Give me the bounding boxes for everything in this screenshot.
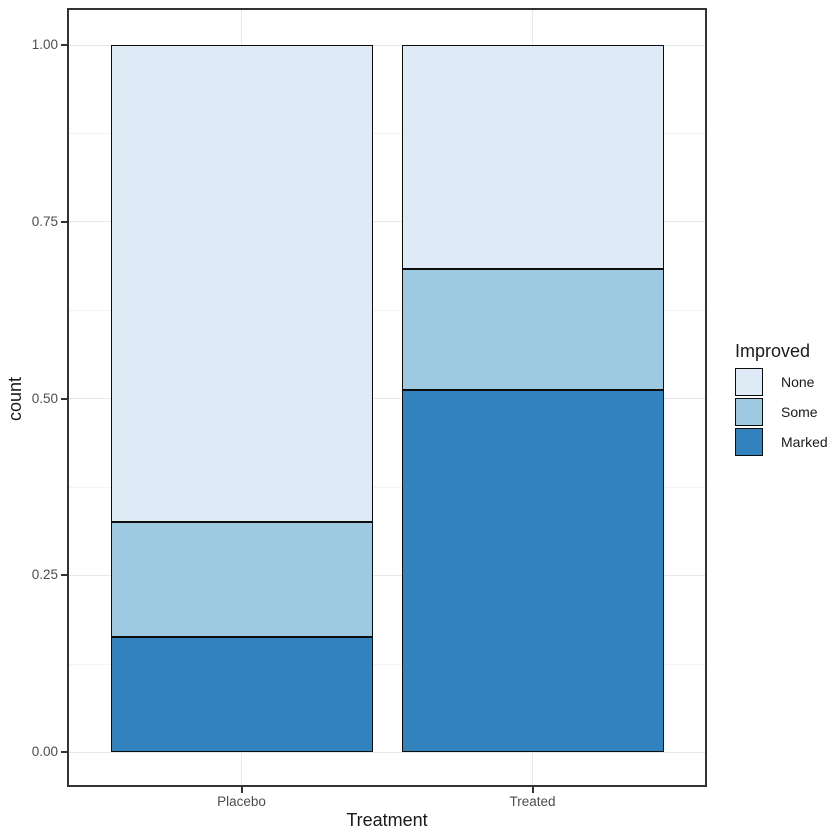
legend-title: Improved (735, 341, 811, 361)
x-tick-label-placebo: Placebo (217, 794, 266, 809)
y-tick-label: 0.75 (31, 213, 58, 229)
x-tick-mark (240, 787, 243, 793)
y-tick-mark (61, 397, 67, 400)
plot-panel (67, 8, 707, 787)
bar-segment-marked (401, 389, 664, 752)
legend-entry-some: Some (735, 398, 835, 426)
y-gridline-major (67, 221, 707, 223)
legend-key-swatch (735, 398, 763, 426)
y-gridline-major (67, 398, 707, 399)
y-tick-label: 1.00 (31, 37, 58, 52)
y-tick-mark (61, 220, 67, 223)
bar-segment-none (110, 45, 373, 522)
bar-treated (401, 45, 664, 752)
x-tick-mark (531, 787, 534, 793)
bar-segment-some (401, 269, 664, 390)
bar-segment-none (401, 45, 664, 270)
y-tick-label: 0.25 (31, 567, 58, 583)
y-tick-mark (61, 44, 67, 46)
legend-key-swatch (735, 368, 763, 396)
legend-entry-none: None (735, 368, 835, 396)
bar-segment-marked (110, 636, 373, 752)
bar-segment-some (110, 521, 373, 637)
y-tick-label: 0.50 (31, 390, 58, 406)
y-gridline-major (67, 44, 707, 46)
y-gridline-minor (67, 663, 707, 665)
y-tick-mark (61, 751, 67, 753)
x-axis-title: Treatment (346, 810, 428, 830)
legend-entries: None Some Marked (735, 368, 835, 456)
y-gridline-major (67, 574, 707, 576)
legend-label: Some (781, 404, 818, 420)
x-tick-label-treated: Treated (509, 794, 556, 809)
y-axis-title: count (5, 376, 25, 422)
y-tick-label: 0.00 (31, 744, 58, 759)
y-gridline-minor (67, 486, 707, 488)
legend-key-swatch (735, 428, 763, 456)
bar-placebo (110, 45, 373, 752)
legend-entry-marked: Marked (735, 428, 835, 456)
y-gridline-minor (67, 133, 707, 135)
y-gridline-major (67, 751, 707, 753)
legend: Improved None Some Marked (735, 341, 835, 458)
legend-label: None (781, 374, 815, 390)
legend-label: Marked (781, 434, 828, 450)
y-tick-mark (61, 574, 67, 577)
y-gridline-minor (67, 310, 707, 312)
